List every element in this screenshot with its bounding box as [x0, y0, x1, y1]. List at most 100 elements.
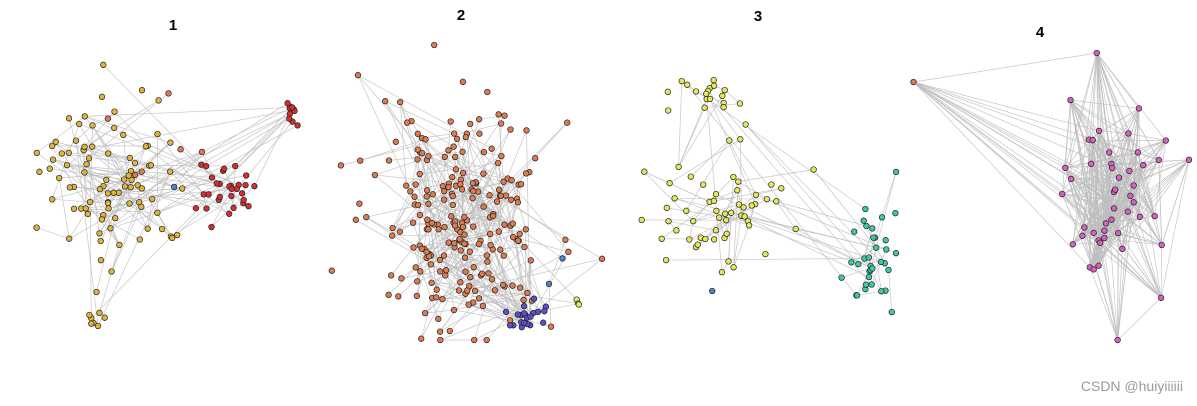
network-edge: [686, 140, 730, 211]
network-edge: [416, 136, 467, 297]
network-node: [868, 281, 875, 288]
network-edge: [1111, 167, 1119, 234]
network-node: [1112, 186, 1119, 193]
network-edge: [548, 283, 552, 327]
network-node: [641, 168, 648, 175]
network-node: [433, 294, 440, 301]
network-edge: [469, 123, 498, 202]
network-node: [49, 196, 56, 203]
network-edge: [1108, 108, 1140, 153]
network-edge: [1062, 193, 1134, 203]
network-node: [471, 336, 478, 344]
network-edge: [416, 229, 428, 296]
network-edge: [1098, 240, 1162, 299]
network-node: [245, 202, 252, 210]
network-edge: [205, 118, 290, 167]
network-edge: [233, 165, 236, 208]
network-node: [1135, 105, 1143, 112]
network-edge: [385, 100, 455, 134]
network-edge: [1142, 165, 1163, 246]
network-node: [132, 171, 139, 179]
network-edge: [118, 188, 183, 194]
network-edge: [97, 171, 171, 327]
network-node: [562, 236, 569, 243]
network-edge: [134, 146, 147, 176]
network-node: [213, 180, 220, 187]
network-node: [869, 265, 876, 272]
network-node: [363, 214, 370, 221]
network-node: [723, 217, 730, 224]
network-edge: [111, 202, 140, 272]
network-node: [158, 225, 166, 233]
network-node: [509, 233, 517, 241]
network-edge: [1161, 159, 1190, 246]
network-node: [442, 272, 449, 279]
network-edge: [523, 299, 545, 312]
network-edge: [499, 130, 527, 196]
network-edge: [111, 206, 142, 272]
network-edge: [469, 228, 526, 253]
network-node: [155, 97, 162, 104]
network-edge: [1099, 195, 1131, 243]
network-node: [501, 112, 508, 119]
network-node: [221, 165, 228, 172]
network-node: [110, 189, 117, 196]
network-node: [461, 240, 468, 247]
network-node: [480, 170, 487, 177]
network-node: [470, 188, 477, 195]
network-node: [514, 237, 522, 244]
network-node: [387, 272, 395, 279]
network-node: [397, 98, 404, 106]
network-node: [1124, 208, 1131, 215]
network-node: [147, 162, 155, 169]
network-node: [514, 311, 521, 318]
network-node: [892, 210, 899, 217]
network-node: [97, 237, 104, 245]
network-node: [742, 121, 749, 128]
network-node: [49, 156, 57, 163]
network-node: [416, 211, 424, 219]
network-edge: [864, 258, 882, 292]
network-edge: [524, 306, 547, 314]
network-node: [72, 137, 80, 144]
network-node: [521, 319, 528, 327]
network-node: [487, 230, 494, 238]
network-node: [433, 286, 440, 293]
network-node: [451, 240, 458, 247]
network-edge: [913, 81, 1110, 153]
network-node: [76, 120, 83, 128]
network-node: [502, 192, 510, 199]
network-node: [870, 234, 877, 241]
network-edge: [686, 84, 866, 210]
network-edge: [1137, 152, 1156, 217]
network-node: [461, 231, 468, 238]
network-node: [485, 270, 492, 277]
network-edge: [1096, 52, 1112, 164]
network-node: [1089, 137, 1096, 144]
network-node: [1115, 229, 1122, 237]
network-node: [710, 236, 718, 243]
network-node: [522, 226, 529, 233]
network-node: [445, 183, 452, 191]
network-edge: [1133, 108, 1140, 186]
network-edge: [453, 292, 528, 311]
network-node: [690, 218, 697, 225]
network-edge: [107, 142, 171, 194]
network-edge: [913, 81, 1091, 268]
network-edge: [496, 201, 505, 287]
network-node: [500, 178, 507, 185]
network-edge: [1117, 202, 1135, 234]
network-node: [205, 191, 212, 198]
network-node: [66, 235, 73, 242]
network-node: [111, 124, 118, 131]
network-node: [86, 311, 93, 319]
network-edge: [857, 290, 882, 296]
network-node: [203, 205, 210, 212]
network-node: [662, 256, 670, 264]
network-node: [100, 61, 107, 68]
network-node: [421, 309, 429, 317]
network-node: [1158, 241, 1165, 249]
network-node: [501, 221, 508, 228]
network-node: [449, 174, 456, 181]
network-node: [1155, 156, 1162, 164]
